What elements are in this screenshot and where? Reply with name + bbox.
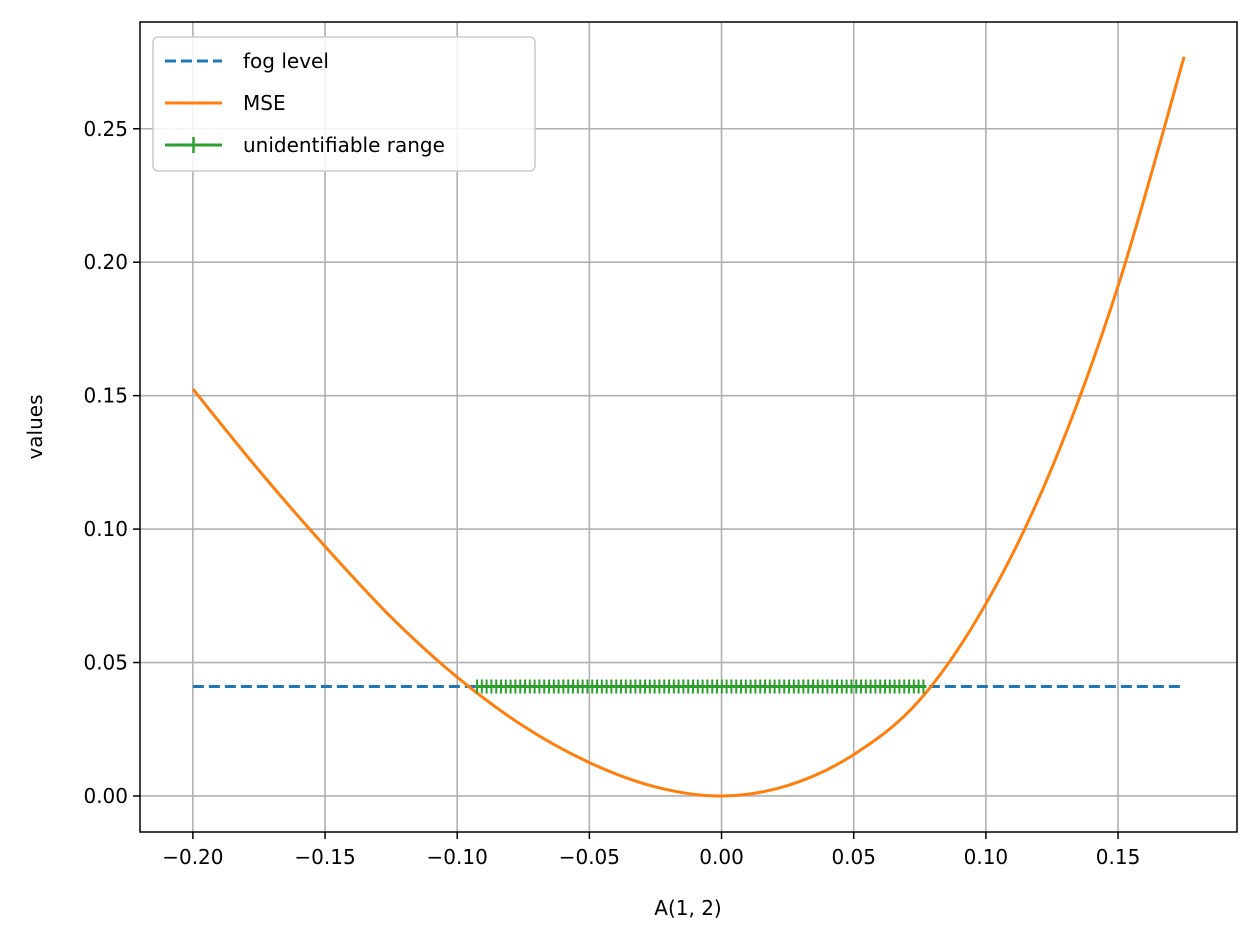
x-tick-label: −0.15 [294, 845, 355, 869]
x-tick-label: 0.05 [831, 845, 876, 869]
legend-label: unidentifiable range [243, 133, 445, 157]
y-tick-label: 0.15 [83, 384, 128, 408]
x-tick-label: 0.10 [964, 845, 1009, 869]
legend: fog level MSE unidentifiable range [152, 36, 536, 172]
y-tick-label: 0.20 [83, 250, 128, 274]
plot-frame [139, 21, 1238, 833]
grid [140, 22, 1237, 832]
axes-ticks: −0.20 −0.15 −0.10 −0.05 0.00 0.05 0.10 0.15 0.00… [83, 117, 1140, 869]
legend-item: unidentifiable range [165, 133, 445, 157]
y-tick-label: 0.10 [83, 517, 128, 541]
unidentifiable-range-series [476, 679, 927, 694]
y-tick-label: 0.05 [83, 651, 128, 675]
y-axis-label: values [23, 394, 47, 459]
x-tick-label: 0.15 [1096, 845, 1141, 869]
x-tick-label: −0.05 [559, 845, 620, 869]
mse-curve [191, 56, 1186, 798]
x-tick-label: 0.00 [699, 845, 744, 869]
legend-item: fog level [165, 49, 329, 73]
legend-item: MSE [165, 91, 286, 115]
x-axis-label: A(1, 2) [654, 896, 721, 920]
legend-label: fog level [243, 49, 329, 73]
y-tick-label: 0.25 [83, 117, 128, 141]
series-layer [191, 56, 1186, 798]
y-tick-label: 0.00 [83, 784, 128, 808]
legend-label: MSE [243, 91, 286, 115]
x-tick-label: −0.20 [162, 845, 223, 869]
x-tick-label: −0.10 [427, 845, 488, 869]
legend-box [152, 36, 536, 172]
